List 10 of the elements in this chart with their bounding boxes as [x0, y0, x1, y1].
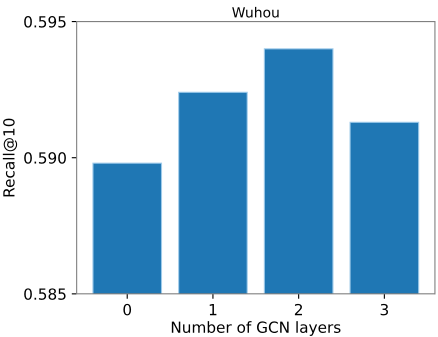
y-tick-label: 0.585 [24, 288, 66, 300]
y-tick-label: 0.590 [24, 152, 66, 164]
x-tick-label: 1 [210, 304, 216, 316]
x-tick-label: 3 [380, 304, 388, 316]
chart-title: Wuhou [232, 6, 279, 18]
y-axis-title: Recall@10 [2, 118, 18, 196]
x-tick-label: 0 [123, 304, 132, 316]
x-axis-title: Number of GCN layers [172, 321, 340, 336]
y-tick-label: 0.595 [24, 16, 66, 28]
x-tick-label: 2 [294, 304, 302, 316]
